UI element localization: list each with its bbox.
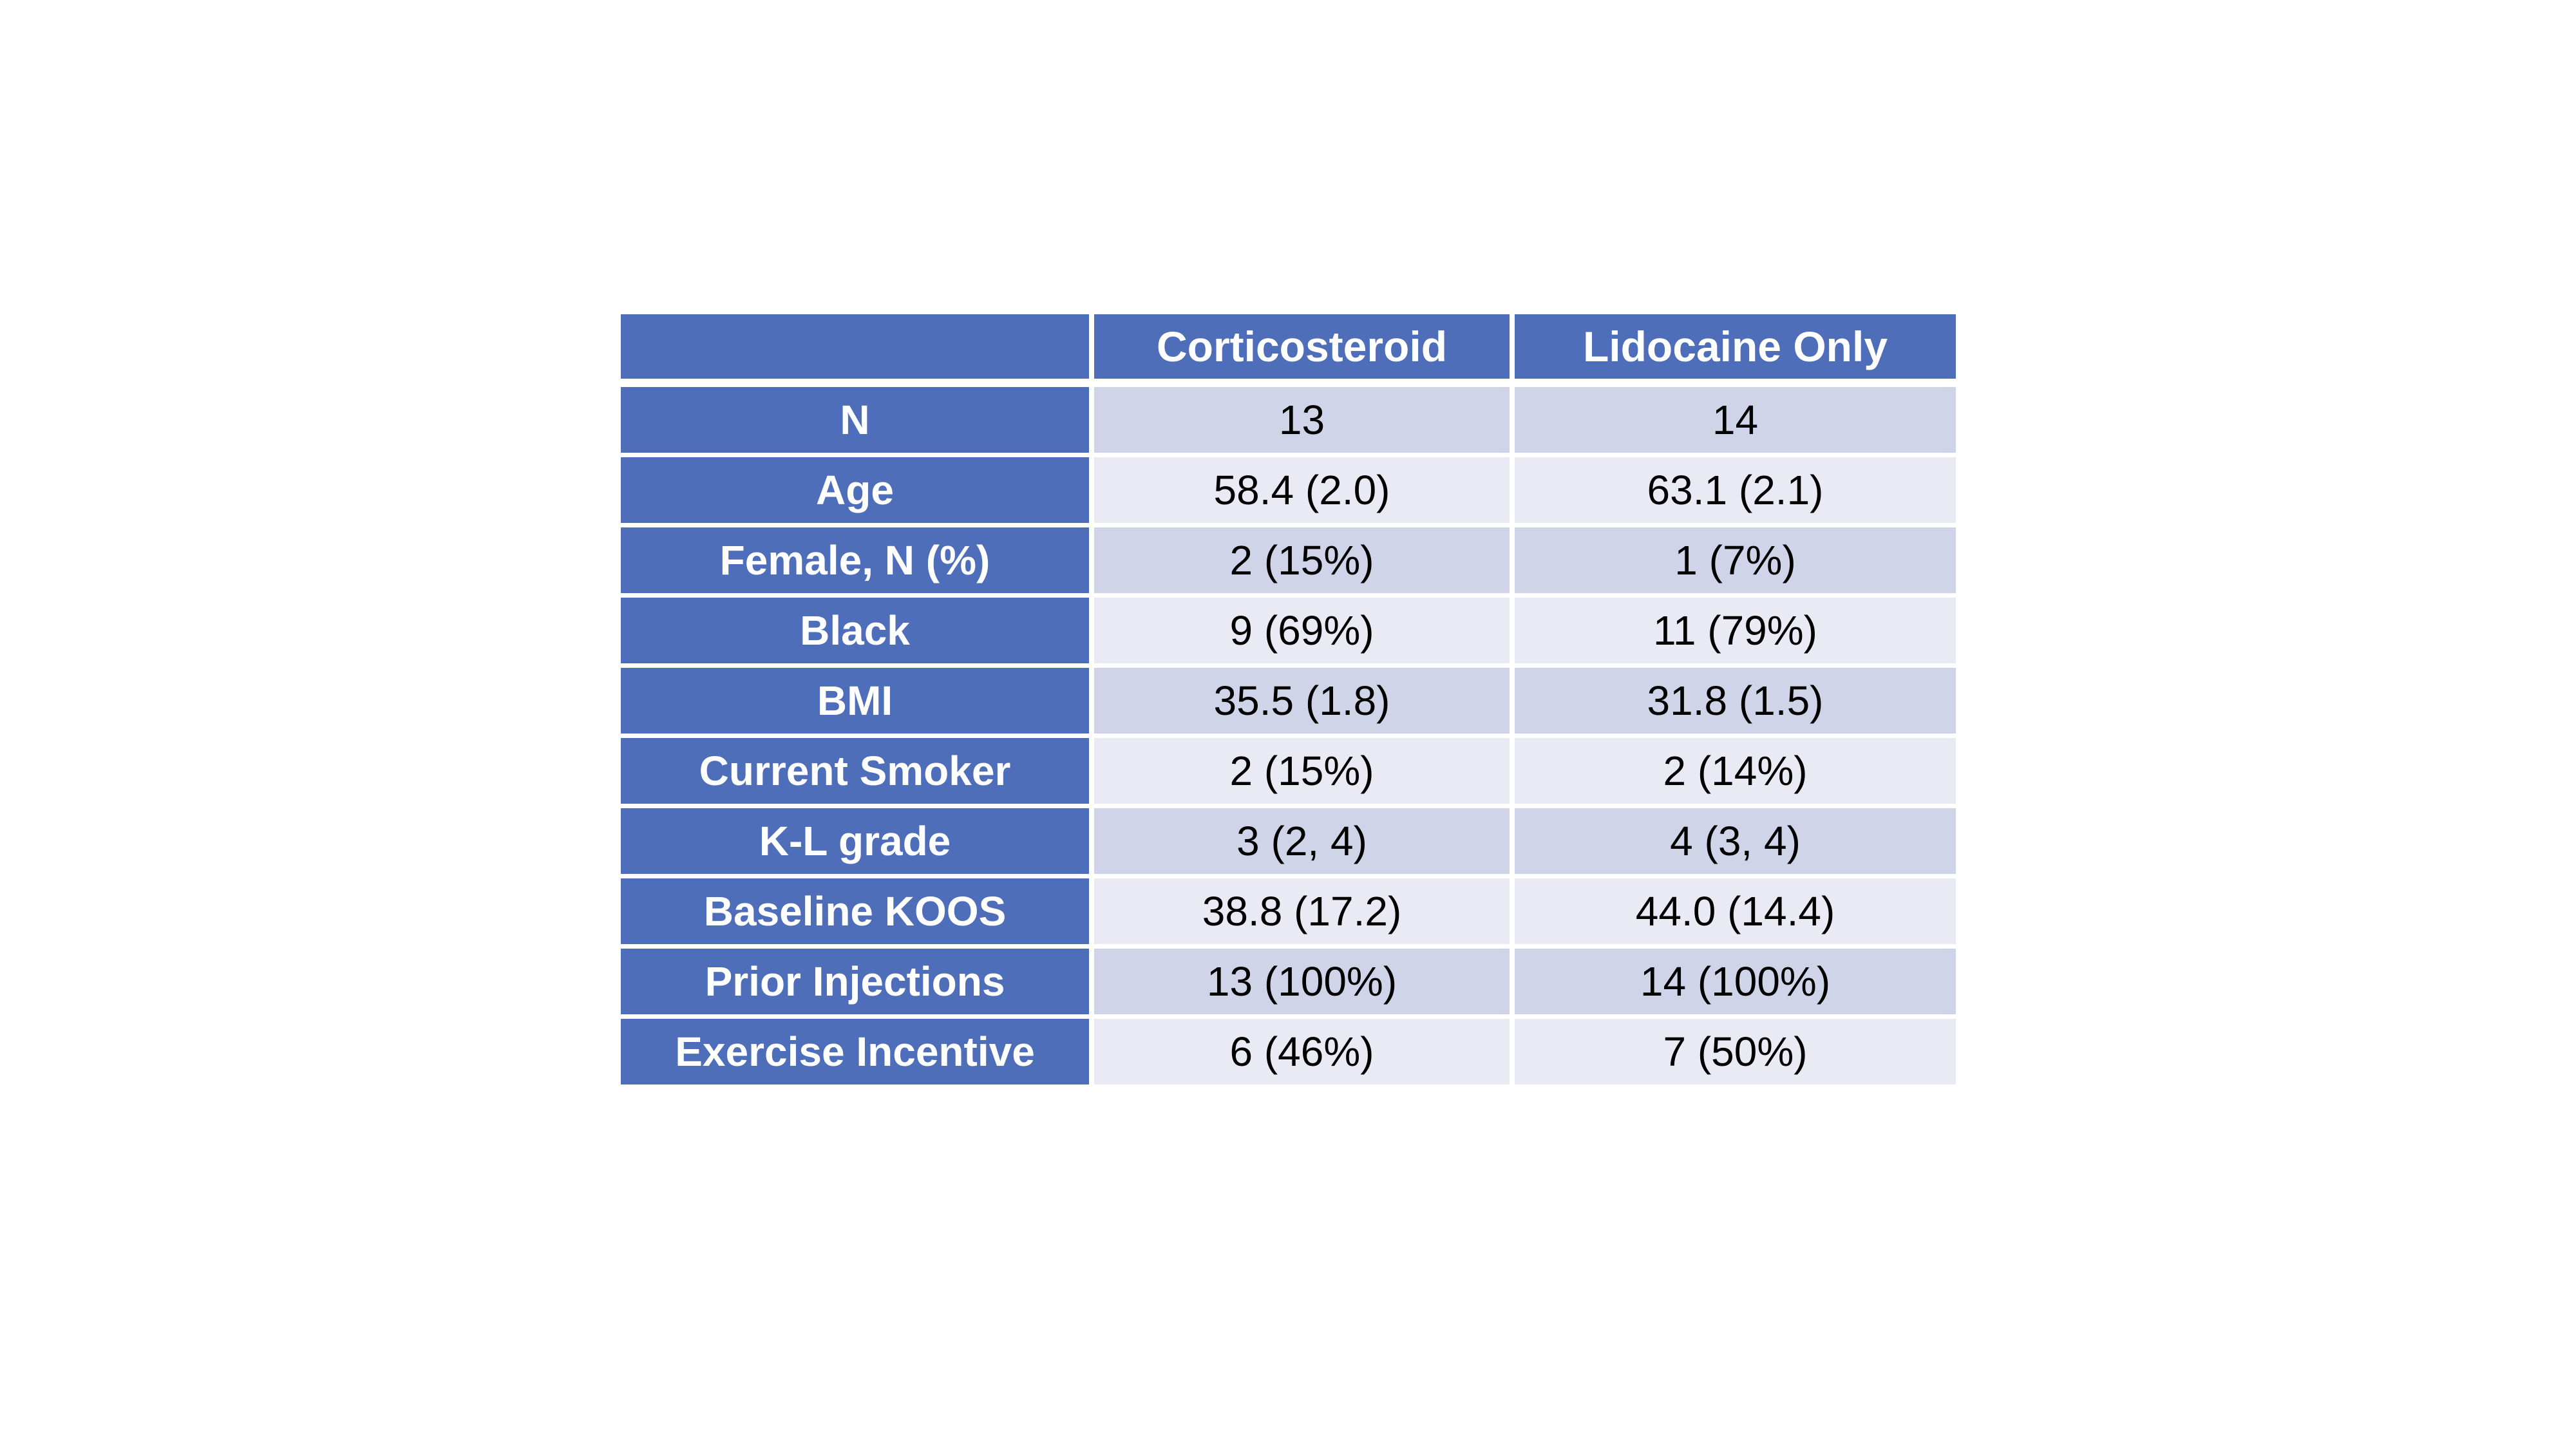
row-label: Black [621, 598, 1089, 663]
table-row: Age 58.4 (2.0) 63.1 (2.1) [621, 457, 1956, 523]
table-row: Exercise Incentive 6 (46%) 7 (50%) [621, 1019, 1956, 1084]
value-lidocaine: 14 [1515, 387, 1956, 453]
row-label: K-L grade [621, 808, 1089, 874]
value-lidocaine: 14 (100%) [1515, 949, 1956, 1014]
value-corticosteroid: 2 (15%) [1094, 527, 1510, 593]
table-row: Baseline KOOS 38.8 (17.2) 44.0 (14.4) [621, 878, 1956, 944]
row-label: N [621, 387, 1089, 453]
table-body: N 13 14 Age 58.4 (2.0) 63.1 (2.1) Female, N (%… [621, 387, 1956, 1084]
row-label: Exercise Incentive [621, 1019, 1089, 1084]
value-corticosteroid: 6 (46%) [1094, 1019, 1510, 1084]
value-corticosteroid: 13 [1094, 387, 1510, 453]
value-corticosteroid: 58.4 (2.0) [1094, 457, 1510, 523]
value-lidocaine: 2 (14%) [1515, 738, 1956, 804]
value-corticosteroid: 35.5 (1.8) [1094, 668, 1510, 734]
row-label: Current Smoker [621, 738, 1089, 804]
row-label: Age [621, 457, 1089, 523]
value-lidocaine: 44.0 (14.4) [1515, 878, 1956, 944]
row-label: Prior Injections [621, 949, 1089, 1014]
table-row: N 13 14 [621, 387, 1956, 453]
value-lidocaine: 31.8 (1.5) [1515, 668, 1956, 734]
value-lidocaine: 4 (3, 4) [1515, 808, 1956, 874]
value-lidocaine: 7 (50%) [1515, 1019, 1956, 1084]
value-corticosteroid: 38.8 (17.2) [1094, 878, 1510, 944]
row-label: BMI [621, 668, 1089, 734]
value-lidocaine: 1 (7%) [1515, 527, 1956, 593]
row-label: Baseline KOOS [621, 878, 1089, 944]
header-corticosteroid: Corticosteroid [1094, 314, 1510, 379]
row-label: Female, N (%) [621, 527, 1089, 593]
value-corticosteroid: 2 (15%) [1094, 738, 1510, 804]
baseline-characteristics-table: Corticosteroid Lidocaine Only N 13 14 Age 58… [621, 314, 1956, 1084]
value-corticosteroid: 3 (2, 4) [1094, 808, 1510, 874]
header-lidocaine-only: Lidocaine Only [1515, 314, 1956, 379]
table-row: K-L grade 3 (2, 4) 4 (3, 4) [621, 808, 1956, 874]
value-corticosteroid: 9 (69%) [1094, 598, 1510, 663]
table-row: BMI 35.5 (1.8) 31.8 (1.5) [621, 668, 1956, 734]
value-corticosteroid: 13 (100%) [1094, 949, 1510, 1014]
header-empty-cell [621, 314, 1089, 379]
table-row: Current Smoker 2 (15%) 2 (14%) [621, 738, 1956, 804]
table-row: Female, N (%) 2 (15%) 1 (7%) [621, 527, 1956, 593]
value-lidocaine: 63.1 (2.1) [1515, 457, 1956, 523]
table-row: Black 9 (69%) 11 (79%) [621, 598, 1956, 663]
table-row: Prior Injections 13 (100%) 14 (100%) [621, 949, 1956, 1014]
value-lidocaine: 11 (79%) [1515, 598, 1956, 663]
table-header-row: Corticosteroid Lidocaine Only [621, 314, 1956, 379]
